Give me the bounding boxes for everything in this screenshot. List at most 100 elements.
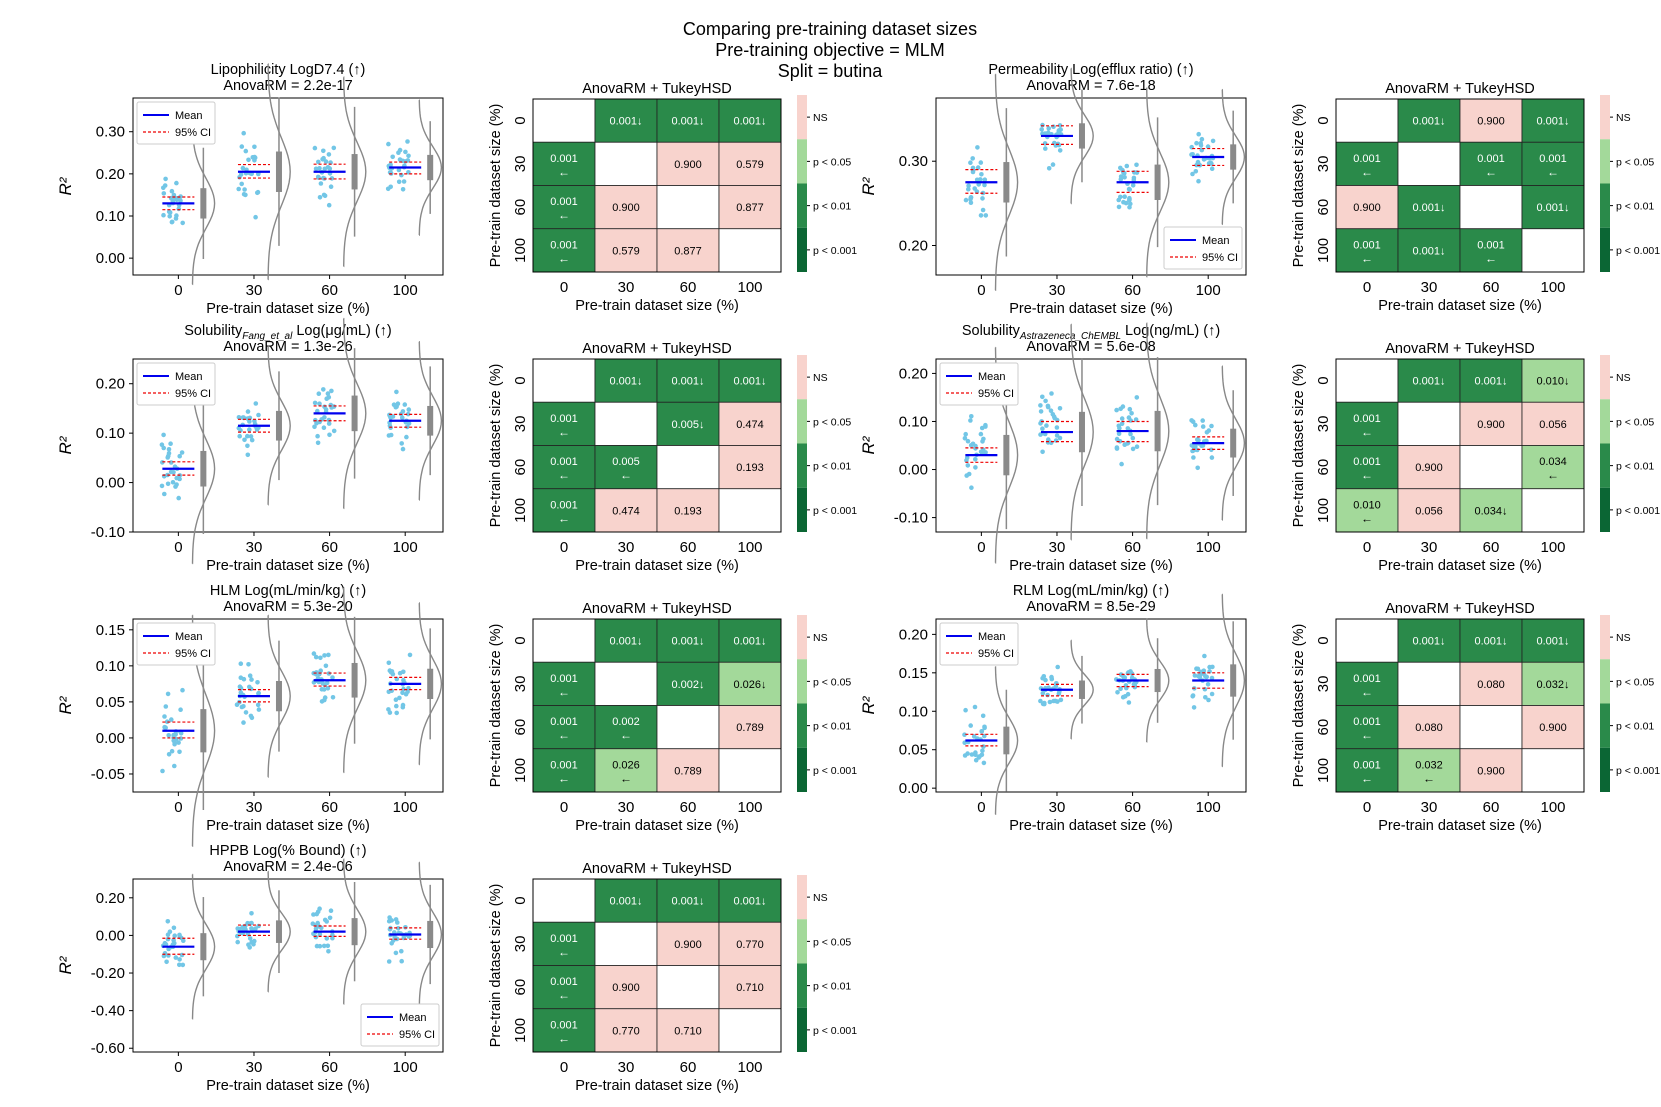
- heatmap-cell: [1335, 228, 1399, 273]
- data-point: [1050, 162, 1056, 167]
- colorbar-band: [797, 487, 807, 532]
- colorbar-band: [1600, 227, 1610, 272]
- y-tick-label: 0.15: [96, 622, 125, 639]
- plot-frame: [935, 358, 1247, 533]
- y-tick-label: 0.00: [96, 730, 125, 747]
- y-tick-label: 0.30: [96, 124, 125, 141]
- data-point: [249, 437, 255, 443]
- data-point: [977, 754, 982, 759]
- box-iqr: [1154, 410, 1161, 452]
- heatmap-cell-value: 0.789: [736, 722, 764, 734]
- data-point: [166, 209, 172, 214]
- raincloud-chart-solf: SolubilityFang_et_al Log(μg/mL) (↑)Anova…: [56, 317, 444, 574]
- y-tick-label: 0.00: [899, 462, 928, 479]
- heatmap-frame: [532, 358, 782, 533]
- data-point: [975, 145, 980, 150]
- heatmap-y-axis-label: Pre-train dataset size (%): [1291, 104, 1307, 268]
- colorbar-band: [797, 659, 807, 704]
- heatmap-cell: [718, 661, 782, 706]
- heatmap-cell-value: 0.900: [674, 159, 702, 171]
- heatmap-frame: [532, 618, 782, 793]
- heatmap-cell: [532, 98, 596, 143]
- heatmap-cell: [656, 705, 720, 750]
- heatmap-cell-value: 0.001↓: [733, 116, 766, 128]
- data-point: [171, 192, 177, 198]
- heatmap-x-tick-label: 60: [1483, 799, 1500, 816]
- data-point: [980, 713, 986, 719]
- y-tick-label: 0.10: [899, 703, 928, 720]
- data-point: [322, 193, 328, 199]
- heatmap-cell-arrow: ←: [558, 165, 570, 179]
- heatmap-cell-arrow: ←: [1361, 468, 1373, 482]
- heatmap-cell-arrow: ←: [1361, 511, 1373, 525]
- heatmap-cell-value: 0.001: [550, 716, 578, 728]
- heatmap-cell-value: 0.001: [1353, 413, 1381, 425]
- heatmap-cell-arrow: ←: [558, 468, 570, 482]
- data-point: [980, 447, 986, 453]
- heatmap-cell: [1521, 445, 1585, 490]
- colorbar-label: p < 0.05: [1616, 676, 1654, 688]
- heatmap-cell: [656, 965, 720, 1010]
- heatmap-cell-value: 0.900: [1477, 419, 1505, 431]
- colorbar-band: [797, 615, 807, 660]
- heatmap-x-tick-label: 100: [737, 1059, 762, 1076]
- data-point: [1131, 177, 1137, 183]
- y-axis-label: R²: [56, 176, 75, 195]
- data-point: [406, 153, 411, 159]
- heatmap-y-tick-label: 30: [1315, 676, 1332, 693]
- data-point: [400, 415, 405, 421]
- data-point: [964, 458, 969, 463]
- data-point: [318, 181, 324, 186]
- heatmap-cell-value: 0.001↓: [1474, 376, 1507, 388]
- box-iqr: [275, 151, 282, 192]
- data-point: [239, 704, 245, 710]
- heatmap-cell-value: 0.193: [674, 505, 702, 517]
- box-iqr: [427, 920, 434, 949]
- heatmap-cell-value: 0.001↓: [1536, 202, 1569, 214]
- data-point: [1126, 700, 1132, 705]
- data-point: [1124, 163, 1130, 169]
- colorbar-band: [1600, 139, 1610, 184]
- data-point: [983, 213, 989, 218]
- colorbar-label: NS: [813, 892, 828, 904]
- data-point: [1198, 141, 1203, 146]
- colorbar-label: p < 0.05: [813, 416, 851, 428]
- data-point: [1209, 166, 1215, 171]
- heatmap-cell: [718, 445, 782, 490]
- x-tick-label: 30: [246, 539, 263, 556]
- anova-stat: AnovaRM = 5.3e-20: [223, 599, 352, 615]
- heatmap-cell-value: 0.056: [1539, 419, 1567, 431]
- data-point: [177, 749, 182, 755]
- colorbar-band: [1600, 183, 1610, 228]
- y-tick-label: 0.05: [899, 742, 928, 759]
- heatmap-y-tick-label: 0: [512, 636, 529, 644]
- data-point: [322, 404, 327, 410]
- heatmap-y-tick-label: 0: [1315, 376, 1332, 384]
- colorbar-label: p < 0.001: [813, 1025, 857, 1037]
- data-point: [318, 655, 323, 661]
- data-point: [315, 433, 320, 439]
- heatmap-y-tick-label: 30: [512, 936, 529, 953]
- heatmap-cell: [1397, 661, 1461, 706]
- data-point: [1051, 414, 1057, 420]
- legend-mean-label: Mean: [175, 110, 203, 122]
- data-point: [321, 148, 326, 154]
- data-point: [243, 710, 249, 715]
- legend-mean-label: Mean: [978, 371, 1006, 383]
- heatmap-cell-value: 0.080: [1477, 679, 1505, 691]
- heatmap-cell: [532, 661, 596, 706]
- heatmap-cell-value: 0.026: [612, 759, 640, 771]
- heatmap-cell-value: 0.900: [674, 939, 702, 951]
- data-point: [163, 704, 169, 709]
- y-tick-label: 0.00: [96, 250, 125, 267]
- data-point: [1196, 438, 1201, 443]
- data-point: [387, 915, 392, 920]
- heatmap-cell: [1335, 141, 1399, 186]
- data-point: [249, 911, 254, 916]
- data-point: [237, 433, 242, 439]
- data-point: [975, 165, 981, 170]
- data-point: [973, 465, 978, 470]
- data-point: [407, 652, 413, 658]
- heatmap-x-tick-label: 30: [1421, 799, 1438, 816]
